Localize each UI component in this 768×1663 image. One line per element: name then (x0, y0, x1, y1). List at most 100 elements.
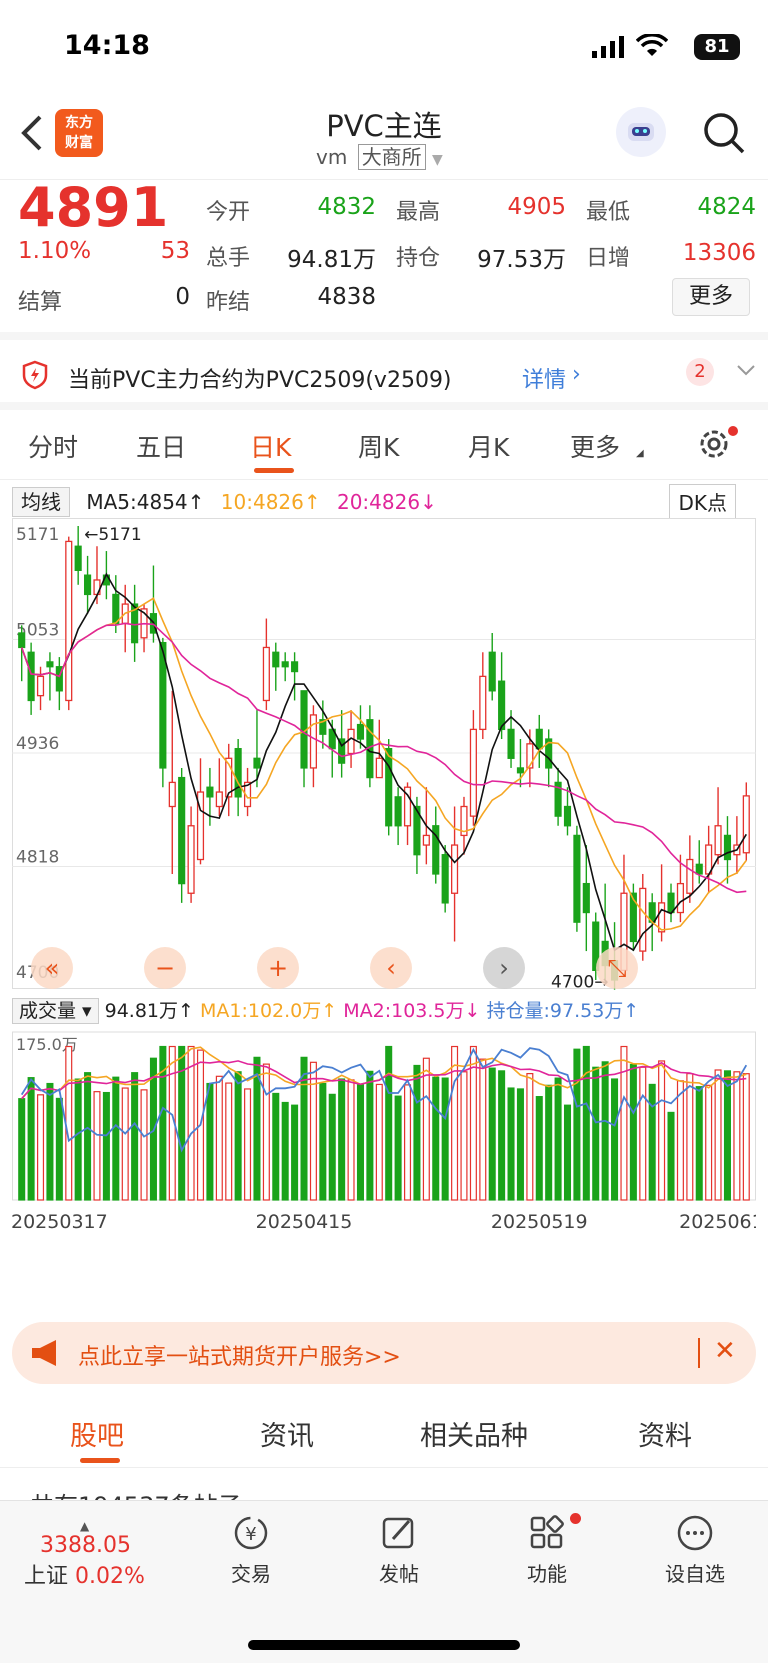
battery-icon: 81 (694, 34, 740, 60)
tab-daily-k[interactable]: 日K (250, 433, 292, 462)
account-opening-banner[interactable]: 点此立享一站式期货开户服务>> ✕ (12, 1322, 756, 1384)
oi-line-label: 持仓量:97.53万↑ (486, 1000, 640, 1022)
volume-bar (667, 1111, 675, 1201)
candle-body (535, 728, 543, 750)
notice-count-badge: 2 (686, 358, 714, 386)
prev-settle-value: 4838 (317, 284, 376, 310)
volume-bar (319, 1082, 327, 1201)
date-label: 20250317 (12, 1211, 108, 1233)
robot-avatar-icon[interactable] (616, 107, 666, 157)
tab-monthly-k[interactable]: 月K (468, 433, 510, 462)
volume-bar (300, 1056, 308, 1201)
candle-body (309, 714, 317, 769)
high-annotation: ←5171 (84, 525, 142, 545)
candle-body (272, 651, 280, 668)
zoom-out-button[interactable]: − (144, 947, 186, 989)
volume-bar (291, 1104, 299, 1201)
candle-body (479, 675, 487, 731)
rewind-button[interactable]: « (31, 947, 73, 989)
function-button[interactable]: 功能 (492, 1513, 602, 1587)
volume-bar (507, 1087, 515, 1201)
candle-body (196, 791, 205, 861)
volume-bar (479, 1058, 487, 1201)
quote-panel: 4891 1.10% 53 结算 0 今开 4832 最高 4905 最低 48… (0, 176, 768, 340)
volume-bar (18, 1098, 26, 1201)
scroll-left-icon: ‹ (386, 954, 396, 982)
daily-inc-value: 13306 (682, 240, 756, 266)
settings-gear-icon[interactable] (696, 426, 732, 466)
price-axis-label: 5171 (16, 525, 59, 545)
volume-bar (648, 1083, 656, 1201)
scroll-right-button[interactable]: › (483, 947, 525, 989)
candle-body (225, 757, 233, 798)
tab-intraday[interactable]: 分时 (28, 433, 79, 462)
zoom-in-button[interactable]: + (257, 947, 299, 989)
tab-news[interactable]: 资讯 (260, 1421, 314, 1452)
tab-info[interactable]: 资料 (638, 1421, 692, 1452)
trade-button[interactable]: ¥ 交易 (196, 1513, 306, 1587)
fullscreen-button[interactable]: ⤡ (596, 947, 638, 989)
indicator-select[interactable]: 均线 (12, 487, 70, 517)
candle-body (469, 728, 477, 817)
candle-body (695, 863, 703, 875)
notice-detail-link[interactable]: 详情 (522, 368, 567, 393)
post-button[interactable]: 发帖 (344, 1513, 454, 1587)
candle-body (65, 540, 73, 702)
candle-body (112, 593, 120, 625)
rewind-icon: « (45, 954, 60, 982)
expand-icon[interactable] (736, 360, 756, 386)
vol-ma2-line (21, 1060, 747, 1100)
search-icon[interactable] (702, 111, 746, 159)
back-icon[interactable] (16, 113, 46, 157)
clock: 14:18 (64, 30, 150, 61)
tab-related[interactable]: 相关品种 (420, 1421, 528, 1452)
volume-bar (309, 1061, 317, 1201)
volume-bar (394, 1095, 402, 1201)
tab-forum[interactable]: 股吧 (70, 1421, 124, 1452)
active-tab-indicator (254, 468, 294, 473)
volume-bar (545, 1084, 553, 1201)
settings-alert-dot (728, 426, 738, 436)
wifi-icon (635, 33, 669, 62)
candle-body (676, 882, 684, 914)
main-contract-notice[interactable]: 当前PVC主力合约为PVC2509(v2509) 详情 › 2 (0, 340, 768, 410)
price-axis-label: 5053 (16, 621, 59, 641)
candlestick-chart[interactable]: 51715053493648184700←51714700→«−+‹›⤡成交量 … (12, 518, 756, 1328)
candle-body (516, 767, 525, 774)
exchange-badge: 大商所 (357, 144, 426, 170)
volume-bar (714, 1069, 722, 1201)
volume-bar (385, 1045, 393, 1201)
signal-icon (592, 36, 626, 62)
volume-bar (658, 1060, 666, 1201)
banner-close-icon[interactable]: ✕ (714, 1336, 736, 1366)
tab-more[interactable]: 更多 (570, 433, 621, 462)
volume-select[interactable]: 成交量 ▾ (12, 998, 99, 1024)
candle-body (281, 661, 289, 668)
volume-bar (432, 1076, 440, 1201)
rewind-bg (31, 947, 73, 989)
candle-body (55, 666, 63, 692)
zoom-in-icon: + (268, 954, 288, 982)
change-pct: 1.10% (18, 238, 92, 264)
scroll-left-button[interactable]: ‹ (370, 947, 412, 989)
chevron-down-icon: ▼ (432, 152, 443, 168)
candle-body (347, 728, 355, 755)
volume-bar (404, 1084, 412, 1201)
candle-body (488, 651, 496, 692)
volume-bar (413, 1064, 421, 1201)
dk-point-button[interactable]: DK点 (669, 484, 736, 519)
add-watchlist-button[interactable]: 设自选 (640, 1513, 750, 1587)
candle-body (686, 858, 694, 894)
tab-weekly-k[interactable]: 周K (358, 433, 400, 462)
candle-body (187, 825, 195, 894)
more-button[interactable]: 更多 (672, 278, 750, 316)
volume-bar (55, 1097, 63, 1201)
tab-five-day[interactable]: 五日 (136, 433, 187, 462)
candle-body (356, 723, 365, 740)
scroll-right-icon: › (499, 954, 509, 982)
svg-text:¥: ¥ (245, 1524, 256, 1545)
top-nav: 东方 财富 PVC主连 vm 大商所 ▼ (0, 95, 768, 180)
exchange-info[interactable]: vm 大商所 ▼ (316, 141, 443, 170)
index-ticker[interactable]: ▲ 3388.05 上证 0.02% (24, 1519, 174, 1590)
ma10-line (20, 597, 747, 931)
